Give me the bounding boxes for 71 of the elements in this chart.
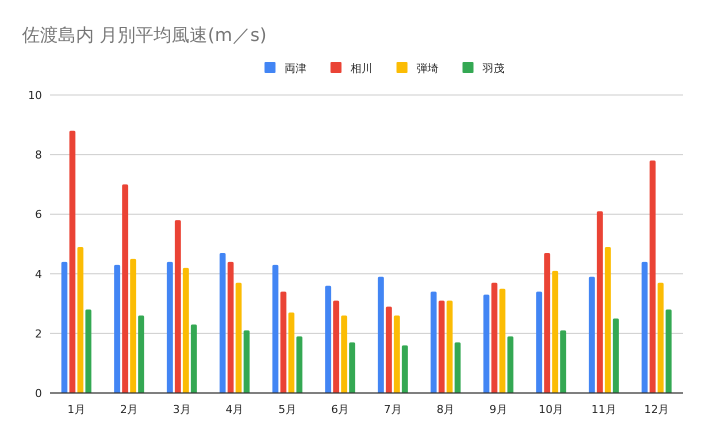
bar xyxy=(69,130,76,393)
bar xyxy=(483,294,490,393)
bar xyxy=(228,262,234,393)
bar xyxy=(560,330,566,393)
bar xyxy=(499,288,506,393)
bar xyxy=(220,252,226,393)
bar xyxy=(174,220,181,393)
x-tick-label: 11月 xyxy=(591,403,616,416)
x-tick-label: 10月 xyxy=(538,403,564,416)
bar xyxy=(77,246,84,393)
bar xyxy=(446,300,453,393)
bar xyxy=(430,292,437,393)
bar xyxy=(642,262,648,393)
bar xyxy=(296,336,302,393)
bar xyxy=(349,342,356,393)
bar xyxy=(236,282,242,393)
y-tick-label: 8 xyxy=(35,148,42,162)
bar xyxy=(288,312,294,393)
y-tick-label: 10 xyxy=(28,89,42,102)
y-tick-label: 2 xyxy=(35,327,42,340)
bar xyxy=(114,264,120,393)
x-tick-label: 4月 xyxy=(226,403,244,416)
bar xyxy=(394,316,400,393)
bar xyxy=(402,345,408,393)
x-tick-label: 3月 xyxy=(172,403,191,416)
legend-label: 羽茂 xyxy=(482,62,504,75)
bar xyxy=(280,292,286,393)
bar xyxy=(544,252,550,393)
x-tick-label: 5月 xyxy=(278,403,296,416)
bar xyxy=(386,306,392,393)
bar xyxy=(341,316,348,393)
bar xyxy=(182,268,189,393)
bar xyxy=(438,300,445,393)
bar xyxy=(244,330,250,393)
bar xyxy=(552,270,558,393)
x-tick-label: 12月 xyxy=(644,403,670,416)
bar xyxy=(588,276,595,393)
bar xyxy=(272,264,278,393)
legend-label: 弾埼 xyxy=(416,62,438,75)
bar xyxy=(333,300,340,393)
bar xyxy=(122,184,128,393)
bar xyxy=(190,324,197,393)
x-tick-label: 9月 xyxy=(489,403,508,416)
legend-label: 相川 xyxy=(350,62,372,75)
bar xyxy=(612,318,619,393)
bar xyxy=(325,286,332,393)
y-tick-label: 4 xyxy=(35,268,42,281)
bar xyxy=(507,336,514,393)
x-tick-label: 6月 xyxy=(331,403,350,416)
bar xyxy=(536,292,542,393)
bar xyxy=(596,211,603,393)
bar xyxy=(85,310,92,393)
bar xyxy=(650,160,656,393)
bar xyxy=(666,310,672,393)
y-tick-label: 0 xyxy=(35,387,42,400)
bar xyxy=(166,262,173,393)
bar xyxy=(604,246,611,393)
bar xyxy=(130,258,136,393)
y-tick-label: 6 xyxy=(35,208,42,222)
bar xyxy=(138,316,144,393)
legend-label: 両津 xyxy=(284,62,306,75)
bar xyxy=(454,342,461,393)
bar xyxy=(491,282,498,393)
bar xyxy=(658,282,664,393)
chart-title: 佐渡島内 月別平均風速(m／s) xyxy=(22,25,267,46)
x-tick-label: 1月 xyxy=(67,403,86,416)
x-tick-label: 2月 xyxy=(120,403,138,416)
x-tick-label: 7月 xyxy=(384,403,402,416)
bar xyxy=(61,262,68,393)
bar xyxy=(378,276,384,393)
x-tick-label: 8月 xyxy=(436,403,455,416)
